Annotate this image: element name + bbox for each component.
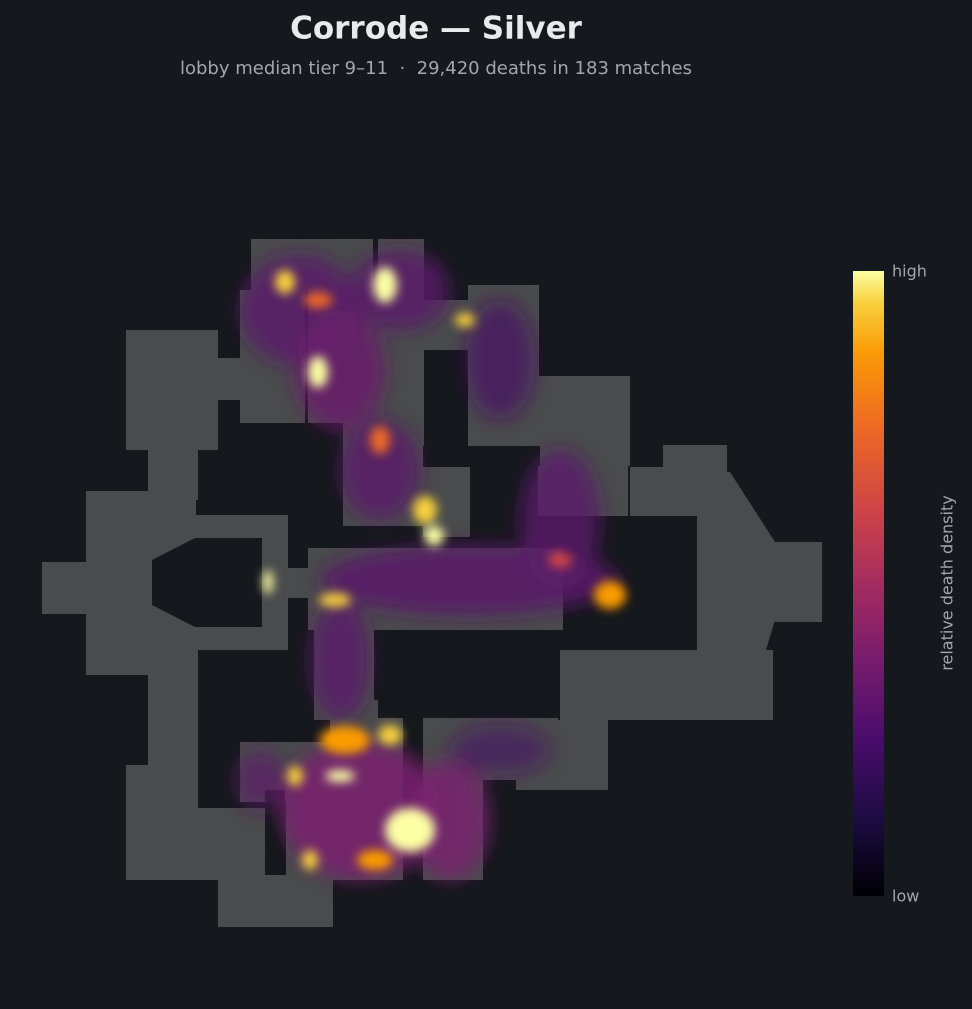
title: Corrode — Silver <box>290 11 583 47</box>
colorbar-low-label: low <box>892 887 919 906</box>
heat-overlay <box>235 250 620 880</box>
colorbar-high-label: high <box>892 262 927 281</box>
heat-hotspots <box>263 267 626 870</box>
colorbar <box>853 271 884 896</box>
map-holes <box>152 516 697 875</box>
colorbar-title: relative death density <box>938 495 957 670</box>
subtitle: lobby median tier 9–11 · 29,420 deaths i… <box>180 58 692 79</box>
